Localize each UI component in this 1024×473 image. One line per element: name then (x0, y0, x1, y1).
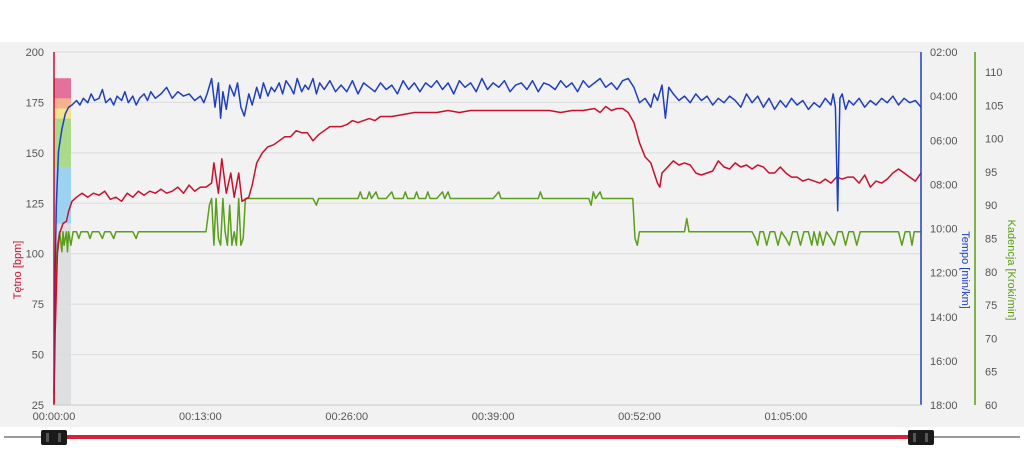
hr-zone-1-band (54, 223, 71, 405)
pace-tick-label: 16:00 (930, 356, 958, 368)
cadence-series-line (53, 191, 921, 406)
training-chart: 25 50 75 100 125 150 175 200 02:00 04:00 06:00 08:0… (12, 47, 1017, 423)
cadence-tick-label: 110 (985, 67, 1003, 79)
cadence-tick-label: 95 (985, 167, 997, 179)
heart-rate-tick-label: 125 (26, 198, 44, 210)
grid (54, 51, 921, 406)
x-tick-label: 00:00:00 (33, 411, 76, 423)
cadence-tick-label: 85 (985, 233, 997, 245)
pace-series-line (53, 77, 922, 395)
heart-rate-tick-label: 75 (32, 299, 44, 311)
pace-tick-label: 14:00 (930, 312, 958, 324)
range-slider-graphic (4, 430, 1020, 445)
cadence-tick-label: 70 (985, 333, 997, 345)
x-tick-label: 00:52:00 (618, 411, 661, 423)
series-layer (53, 77, 922, 406)
pace-tick-label: 10:00 (930, 224, 958, 236)
x-tick-label: 00:26:00 (325, 411, 368, 423)
heart-rate-tick-label: 200 (26, 47, 44, 59)
cadence-tick-label: 100 (985, 134, 1003, 146)
x-tick-label: 00:39:00 (472, 411, 515, 423)
range-slider[interactable] (0, 427, 1024, 473)
slider-handle-left[interactable] (41, 430, 67, 445)
x-tick-label: 00:13:00 (179, 411, 222, 423)
x-tick-label: 01:05:00 (764, 411, 807, 423)
chart-area: 25 50 75 100 125 150 175 200 02:00 04:00 06:00 08:0… (0, 42, 1024, 427)
cadence-tick-label: 90 (985, 200, 997, 212)
pace-axis-title: Tempo [min/km] (959, 231, 971, 309)
heart-rate-tick-label: 175 (26, 97, 44, 109)
cadence-tick-label: 105 (985, 100, 1003, 112)
hr-zone-6-band (54, 78, 71, 99)
pace-tick-label: 02:00 (930, 47, 958, 59)
hr-zone-4-band (54, 108, 71, 119)
cadence-tick-label: 80 (985, 267, 997, 279)
pace-tick-label: 08:00 (930, 179, 958, 191)
cadence-tick-label: 60 (985, 400, 997, 412)
cadence-axis-title: Kadencja [Kroki/min] (1005, 220, 1017, 321)
heart-rate-axis-title: Tętno [bpm] (12, 241, 24, 300)
hr-zone-5-band (54, 98, 71, 109)
pace-tick-label: 12:00 (930, 268, 958, 280)
heart-rate-tick-label: 50 (32, 350, 44, 362)
cadence-tick-label: 75 (985, 300, 997, 312)
pace-tick-label: 06:00 (930, 135, 958, 147)
slider-handle-right[interactable] (908, 430, 934, 445)
axes: 25 50 75 100 125 150 175 200 02:00 04:00 06:00 08:0… (26, 47, 1004, 423)
pace-tick-label: 04:00 (930, 91, 958, 103)
hr-zone-2-band (54, 166, 71, 224)
heart-rate-tick-label: 150 (26, 148, 44, 160)
heart-rate-tick-label: 100 (26, 249, 44, 261)
heart-rate-series-line (53, 105, 922, 404)
pace-tick-label: 18:00 (930, 400, 958, 412)
heart-rate-tick-label: 25 (32, 400, 44, 412)
cadence-tick-label: 65 (985, 367, 997, 379)
